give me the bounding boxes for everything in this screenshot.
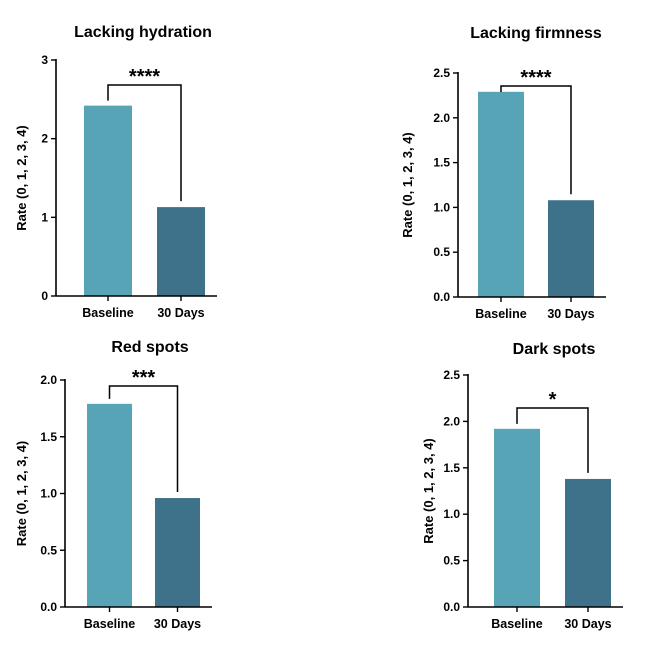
bar-30-days	[157, 207, 205, 296]
y-tick-label: 2	[41, 132, 48, 146]
bar-baseline	[84, 105, 132, 296]
y-axis-label: Rate (0, 1, 2, 3, 4)	[14, 125, 29, 231]
y-tick-label: 0.0	[433, 290, 450, 304]
significance-label: *	[549, 389, 557, 411]
y-axis-label: Rate (0, 1, 2, 3, 4)	[14, 441, 29, 547]
y-tick-label: 0.5	[433, 245, 450, 259]
bar-baseline	[478, 91, 524, 297]
chart-title: Dark spots	[513, 341, 596, 358]
x-tick-label: Baseline	[491, 617, 542, 631]
chart-title: Lacking firmness	[470, 25, 602, 42]
y-tick-label: 1.0	[433, 200, 450, 214]
y-tick-label: 0.5	[40, 543, 57, 557]
y-tick-label: 2.5	[443, 368, 460, 382]
chart-title: Lacking hydration	[74, 24, 212, 41]
y-tick-label: 1.0	[443, 507, 460, 521]
y-tick-label: 1.5	[433, 156, 450, 170]
chart-panel-1: Lacking hydration Rate (0, 1, 2, 3, 4) 0 1 2…	[14, 24, 217, 320]
x-tick-label: Baseline	[475, 307, 526, 321]
bar-baseline	[494, 428, 540, 607]
chart-title: Red spots	[111, 339, 188, 356]
y-tick-label: 0	[41, 289, 48, 303]
significance-bracket	[516, 407, 589, 473]
bar-baseline	[87, 403, 132, 607]
y-tick-label: 1.5	[443, 461, 460, 475]
bar-30-days	[548, 200, 594, 297]
significance-bracket	[108, 385, 179, 493]
y-tick-label: 2.0	[443, 414, 460, 428]
significance-label: ***	[132, 367, 156, 389]
bar-30-days	[565, 478, 611, 607]
y-tick-label: 1	[41, 210, 48, 224]
y-tick-label: 0.5	[443, 554, 460, 568]
x-tick-label: 30 Days	[157, 306, 204, 320]
bar-30-days	[155, 498, 200, 607]
y-tick-label: 0.0	[443, 600, 460, 614]
y-tick-label: 3	[41, 53, 48, 67]
chart-panel-2: Lacking firmness Rate (0, 1, 2, 3, 4) 0.0 0…	[400, 25, 606, 321]
significance-bracket	[500, 85, 572, 195]
significance-label: ****	[520, 67, 551, 89]
y-tick-label: 2.0	[40, 373, 57, 387]
x-tick-label: 30 Days	[564, 617, 611, 631]
y-tick-label: 2.0	[433, 111, 450, 125]
x-tick-label: 30 Days	[154, 617, 201, 631]
chart-panel-4: Dark spots Rate (0, 1, 2, 3, 4) 0.0 0.5 1.0 1…	[421, 341, 623, 631]
x-tick-label: Baseline	[82, 306, 133, 320]
x-tick-label: 30 Days	[547, 307, 594, 321]
significance-label: ****	[129, 66, 160, 88]
y-axis-label: Rate (0, 1, 2, 3, 4)	[400, 132, 415, 238]
x-tick-label: Baseline	[84, 617, 135, 631]
significance-bracket	[107, 84, 182, 202]
y-axis-label: Rate (0, 1, 2, 3, 4)	[421, 438, 436, 544]
y-tick-label: 1.5	[40, 430, 57, 444]
y-tick-label: 1.0	[40, 487, 57, 501]
y-tick-label: 2.5	[433, 66, 450, 80]
y-tick-label: 0.0	[40, 600, 57, 614]
chart-panel-3: Red spots Rate (0, 1, 2, 3, 4) 0.0 0.5 1.0 1.…	[14, 339, 212, 631]
